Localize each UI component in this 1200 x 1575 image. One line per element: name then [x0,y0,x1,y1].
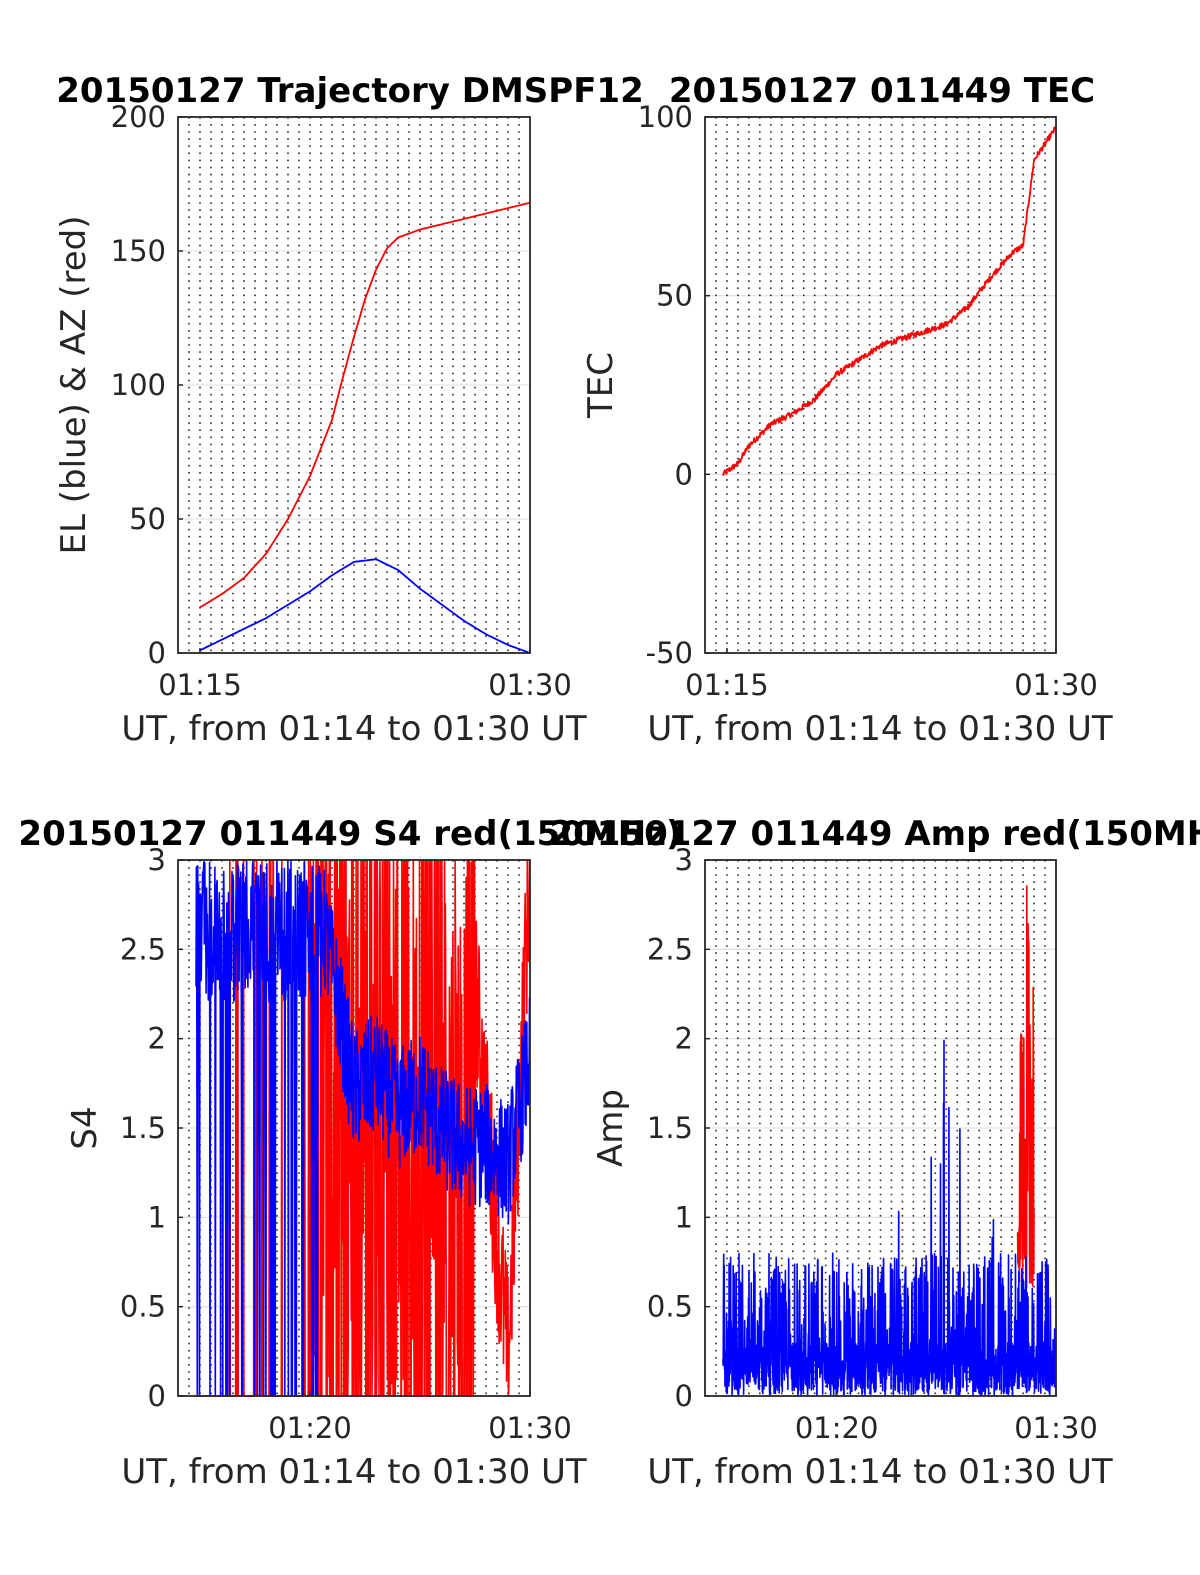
tec-xlabel: UT, from 01:14 to 01:30 UT [647,709,1113,749]
xtick-label: 01:30 [1014,668,1098,702]
ytick-label: 0 [148,636,166,670]
amp-lines [722,885,1057,1397]
ytick-label: 2 [148,1022,166,1056]
trajectory-title: 20150127 Trajectory DMSPF12 [56,71,644,111]
trajectory-ylabel: EL (blue) & AZ (red) [54,215,94,554]
amp-series-red [1016,885,1035,1289]
s4-ylabel: S4 [65,1106,105,1149]
s4-xlabel: UT, from 01:14 to 01:30 UT [121,1452,587,1492]
ytick-label: 3 [148,843,166,877]
trajectory-ticks: 0 50 100 150 200 01:15 01:30 [111,100,572,702]
ytick-label: 100 [638,100,693,134]
ytick-label: 2 [675,1022,693,1056]
ytick-label: 150 [111,234,166,268]
ytick-label: 200 [111,100,166,134]
ytick-label: 0 [675,457,693,491]
ytick-label: 2.5 [120,932,166,966]
trajectory-panel: 0 50 100 150 200 01:15 01:30 20150127 Trajecto… [54,71,644,749]
xtick-label: 01:30 [1014,1411,1098,1445]
ytick-label: 1.5 [647,1111,693,1145]
tec-series-red [722,126,1057,477]
ytick-label: 1 [675,1200,693,1234]
trajectory-series-el [199,558,531,654]
trajectory-xlabel: UT, from 01:14 to 01:30 UT [121,709,587,749]
tec-title: 20150127 011449 TEC [669,71,1095,111]
tec-ylabel: TEC [581,352,621,419]
ytick-label: 0.5 [647,1290,693,1324]
xtick-label: 01:20 [795,1411,879,1445]
amp-ticks: 0 0.5 1 1.5 2 2.5 3 01:20 01:30 [647,843,1098,1445]
xtick-label: 01:20 [268,1411,352,1445]
ytick-label: 2.5 [647,932,693,966]
s4-ticks: 0 0.5 1 1.5 2 2.5 3 01:20 01:30 [120,843,572,1445]
ytick-label: 50 [129,502,166,536]
tec-lines [722,126,1057,477]
ytick-label: 100 [111,368,166,402]
ytick-label: 0 [148,1379,166,1413]
xtick-label: 01:30 [488,1411,572,1445]
ytick-label: -50 [646,636,693,670]
xtick-label: 01:30 [488,668,572,702]
s4-series-blue [195,859,531,1397]
ytick-label: 1 [148,1200,166,1234]
s4-panel: 0 0.5 1 1.5 2 2.5 3 01:20 01:30 20150127 011449 … [18,814,681,1492]
amp-series-blue [722,1039,1057,1397]
xtick-label: 01:15 [158,668,242,702]
amp-ylabel: Amp [591,1089,631,1167]
trajectory-series-az [199,201,531,609]
xtick-label: 01:15 [685,668,769,702]
ytick-label: 50 [656,279,693,313]
ytick-label: 3 [675,843,693,877]
amp-xlabel: UT, from 01:14 to 01:30 UT [647,1452,1113,1492]
ytick-label: 0.5 [120,1290,166,1324]
ytick-label: 1.5 [120,1111,166,1145]
amp-panel: 0 0.5 1 1.5 2 2.5 3 01:20 01:30 20150127 011449 … [549,814,1200,1492]
tec-ticks: -50 0 50 100 01:15 01:30 [638,100,1098,702]
tec-axes-box [704,116,1057,654]
amp-title: 20150127 011449 Amp red(150MHz) [549,814,1200,854]
trajectory-lines [199,201,531,654]
s4-title: 20150127 011449 S4 red(150MHz) [18,814,681,854]
ytick-label: 0 [675,1379,693,1413]
